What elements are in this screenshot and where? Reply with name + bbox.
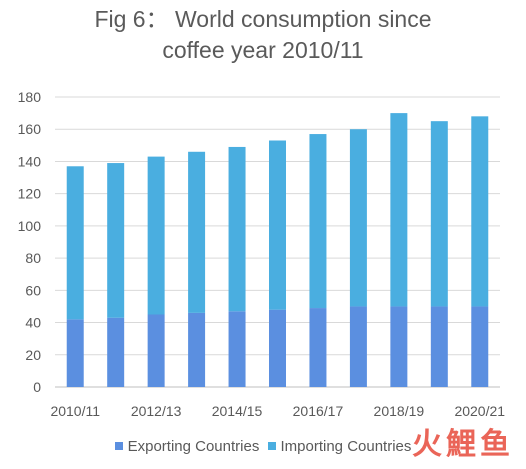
bar-exporting	[188, 312, 206, 387]
bar-importing	[188, 151, 206, 313]
y-tick-label: 40	[25, 315, 41, 331]
legend-swatch-importing	[267, 442, 276, 450]
bar-importing	[269, 140, 286, 310]
y-tick-label: 60	[25, 282, 41, 298]
bar-importing	[147, 156, 165, 315]
bar-importing	[309, 134, 327, 309]
y-tick-label: 80	[25, 250, 41, 266]
chart-title: Fig 6： World consumption since coffee ye…	[40, 4, 486, 66]
x-tick-label: 2014/15	[212, 403, 263, 419]
bar-exporting	[471, 306, 489, 387]
y-tick-label: 180	[18, 89, 42, 105]
x-tick-label: 2018/19	[374, 403, 425, 419]
x-tick-label: 2016/17	[293, 403, 344, 419]
bar-exporting	[66, 319, 84, 387]
legend-label-importing: Importing Countries	[280, 438, 412, 455]
legend-swatch-exporting	[114, 442, 123, 450]
y-tick-label: 100	[18, 218, 42, 234]
bar-importing	[390, 113, 408, 307]
bar-exporting	[228, 311, 246, 387]
y-tick-label: 120	[18, 186, 42, 202]
bar-exporting	[107, 317, 125, 387]
x-tick-label: 2010/11	[50, 403, 100, 419]
y-tick-label: 0	[33, 379, 41, 395]
bar-importing	[107, 163, 125, 318]
y-tick-label: 160	[18, 121, 42, 137]
watermark-logo: 火鯉鱼	[412, 427, 514, 462]
y-tick-label: 140	[18, 153, 42, 169]
chart-title-line-2: coffee year 2010/11	[162, 37, 364, 63]
y-tick-label: 20	[25, 347, 41, 363]
bar-exporting	[390, 306, 408, 387]
chart-title-line-1: Fig 6： World consumption since	[94, 6, 432, 32]
legend-item-exporting: Exporting Countries	[114, 438, 260, 455]
bar-exporting	[430, 306, 448, 387]
bar-importing	[430, 121, 448, 307]
bar-exporting	[269, 309, 286, 387]
bar-importing	[349, 129, 367, 307]
legend: Exporting Countries Importing Countries	[0, 438, 526, 455]
bar-importing	[471, 116, 489, 307]
bar-importing	[66, 166, 84, 320]
legend-label-exporting: Exporting Countries	[127, 438, 260, 455]
x-tick-label: 2020/21	[454, 403, 505, 419]
x-tick-label: 2012/13	[131, 403, 182, 419]
bar-exporting	[349, 306, 367, 387]
bar-exporting	[147, 314, 165, 387]
bar-exporting	[309, 308, 327, 387]
bar-importing	[228, 146, 246, 312]
legend-item-importing: Importing Countries	[267, 438, 412, 455]
